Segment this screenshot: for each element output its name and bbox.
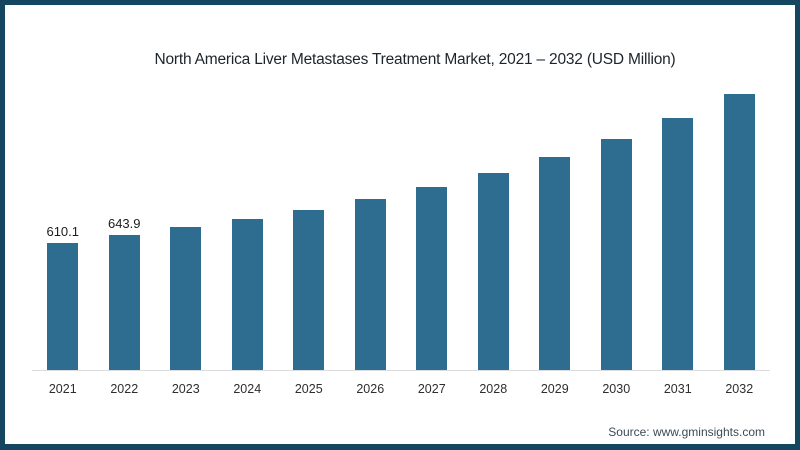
bar-2022 [108,235,140,370]
bar-column-2031 [647,118,709,370]
x-tick-label-2022: 2022 [110,382,139,396]
bar-column-2026 [340,199,402,370]
source-credit: Source: www.gminsights.com [608,425,765,439]
bar-2023 [170,227,202,370]
bar-2025 [293,210,325,370]
x-tick-label-2026: 2026 [356,382,385,396]
bar-value-label: 610.1 [46,224,80,239]
x-tick-label-2029: 2029 [540,382,569,396]
x-tick-label-2031: 2031 [663,382,692,396]
bar-2021 [47,243,79,370]
bar-column-2022: 643.9 [94,216,156,370]
bar-column-2032 [709,94,771,370]
bar-column-2030 [586,139,648,370]
chart-title: North America Liver Metastases Treatment… [154,51,676,68]
x-tick-label-2027: 2027 [417,382,446,396]
x-axis-tick-labels: 2021 2022 2023 2024 2025 2026 2027 2028 2029 2030… [32,382,770,396]
bar-2029 [539,157,571,370]
bar-column-2027 [401,187,463,370]
x-tick-label-2021: 2021 [48,382,77,396]
x-tick-label-2025: 2025 [294,382,323,396]
bar-2028 [477,173,509,370]
bar-column-2028 [463,173,525,370]
bar-column-2025 [278,210,340,370]
x-tick-label-2028: 2028 [479,382,508,396]
x-tick-label-2030: 2030 [602,382,631,396]
bar-column-2023 [155,227,217,370]
bar-2031 [662,118,694,370]
bar-column-2021: 610.1 [32,224,94,370]
bar-2026 [354,199,386,370]
x-tick-label-2032: 2032 [725,382,754,396]
bar-column-2029 [524,157,586,370]
bar-2030 [600,139,632,370]
x-tick-label-2023: 2023 [171,382,200,396]
bar-series: 610.1 643.9 [32,94,770,370]
x-tick-label-2024: 2024 [233,382,262,396]
bar-value-label: 643.9 [107,216,141,231]
plot-area: 610.1 643.9 2021 2022 2023 2024 2025 2026 2027 2… [32,5,770,444]
bar-2032 [723,94,755,370]
bar-2024 [231,219,263,370]
x-axis-line [32,370,770,371]
bar-column-2024 [217,219,279,370]
bar-2027 [416,187,448,370]
